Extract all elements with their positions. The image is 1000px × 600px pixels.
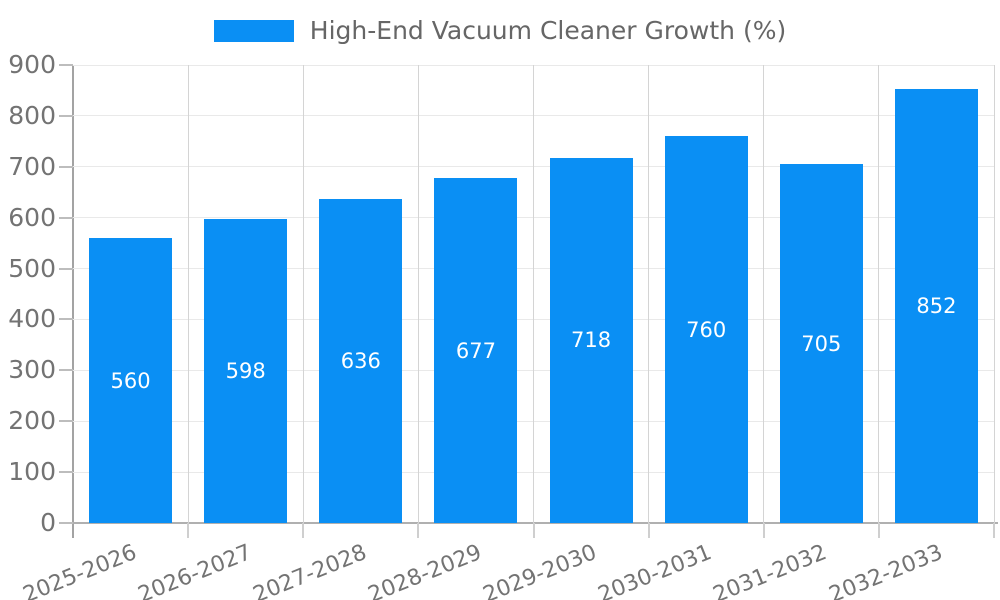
bar-value-label: 636 [340,349,381,374]
x-axis-tick-label: 2026-2027 [134,540,256,600]
gridline-vertical [763,65,765,523]
y-axis-tick-label: 900 [8,50,56,79]
y-axis-tick-label: 300 [8,355,56,385]
x-axis-tick [762,523,765,538]
x-axis-tick-label: 2032-2033 [825,540,946,600]
x-axis-tick-label: 2025-2026 [19,540,140,600]
y-axis-tick [59,420,73,423]
bar [549,157,633,523]
gridline-vertical [302,65,304,523]
y-axis-tick [59,522,73,524]
gridline-vertical [648,65,650,523]
bar-value-label: 718 [571,328,612,353]
bar [89,238,173,523]
x-axis-tick [877,523,880,538]
x-axis-tick-label: 2030-2031 [594,540,716,600]
x-axis-tick [417,523,420,538]
x-axis-tick-label: 2031-2032 [710,540,831,600]
y-axis-tick-label: 600 [8,202,56,232]
x-axis-tick-label: 2027-2028 [249,540,371,600]
x-axis-line [72,522,998,524]
y-axis-tick [59,114,73,117]
bar [664,136,748,523]
bar-value-label: 598 [225,358,266,383]
legend-swatch-icon [213,20,294,42]
gridline-vertical [187,65,189,523]
x-axis-tick [187,523,190,538]
y-axis-tick-label: 200 [8,406,56,436]
y-axis-tick-label: 400 [8,304,56,334]
y-axis-tick-label: 500 [8,253,56,283]
bar [204,218,288,523]
x-axis-tick [302,523,305,538]
bar-value-label: 760 [686,317,727,342]
y-axis-tick [59,267,73,270]
bar [779,164,863,523]
y-axis-line [72,65,74,538]
bar-value-label: 560 [110,368,151,393]
y-axis-tick [59,64,73,66]
bar-value-label: 705 [801,331,842,356]
legend-label: High-End Vacuum Cleaner Growth (%) [309,16,787,45]
y-axis-tick [59,471,73,474]
x-axis-tick [647,523,650,538]
bar [319,199,403,523]
y-axis-tick [59,216,73,219]
y-axis-tick-label: 800 [8,100,56,130]
x-axis-tick [532,523,535,538]
y-axis-tick-label: 100 [8,457,56,487]
x-axis-tick-label: 2028-2029 [364,540,486,600]
bar [434,178,518,523]
bar-value-label: 852 [916,294,957,319]
x-axis-tick [993,523,995,538]
bar-value-label: 677 [455,338,496,363]
y-axis-tick-label: 700 [8,151,56,181]
gridline-vertical [878,65,880,523]
y-axis-tick-label: 0 [40,508,56,537]
gridline-vertical [417,65,419,523]
legend[interactable]: High-End Vacuum Cleaner Growth (%) [0,17,1000,45]
bar [894,89,978,523]
x-axis-tick-label: 2029-2030 [479,540,601,600]
y-axis-tick [59,318,73,321]
y-axis-tick [59,369,73,372]
gridline-vertical [993,65,995,523]
gridline-vertical [533,65,534,523]
y-axis-tick [59,165,73,168]
plot-area: 560 598 636 677 718 760 705 852 [73,64,995,523]
